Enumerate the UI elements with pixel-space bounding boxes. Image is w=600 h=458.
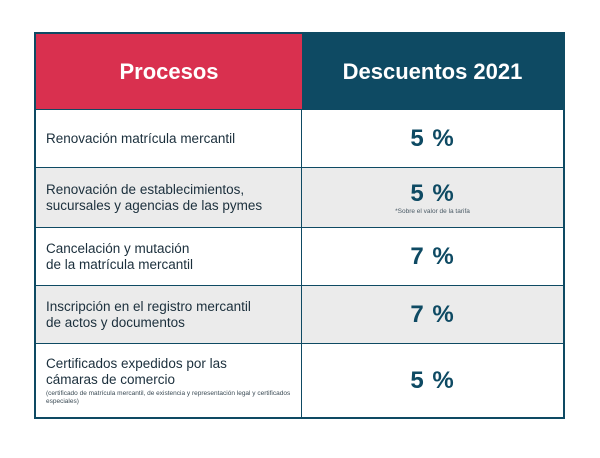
- process-text: sucursales y agencias de las pymes: [46, 197, 263, 213]
- process-cell: Renovación de establecimientos, sucursal…: [36, 167, 302, 227]
- discount-value: 5 %: [410, 179, 455, 207]
- discount-cell: 7 %: [302, 227, 563, 285]
- discount-value: 7 %: [410, 300, 455, 328]
- process-text: Cancelación y mutación: [46, 240, 190, 256]
- discount-value: 5 %: [410, 366, 455, 394]
- process-text: Certificados expedidos por las: [46, 355, 227, 371]
- process-text: Renovación matrícula mercantil: [46, 130, 236, 146]
- process-subtext: (certificado de matrícula mercantil, de …: [46, 389, 291, 405]
- process-text: de la matrícula mercantil: [46, 256, 194, 272]
- process-text: Renovación de establecimientos,: [46, 181, 245, 197]
- discount-cell: 5 % *Sobre el valor de la tarifa: [302, 167, 563, 227]
- header-procesos: Procesos: [36, 34, 302, 109]
- discounts-table: Procesos Descuentos 2021 Renovación matr…: [34, 32, 565, 419]
- process-text: Inscripción en el registro mercantil: [46, 298, 251, 314]
- process-cell: Inscripción en el registro mercantil de …: [36, 285, 302, 343]
- process-cell: Cancelación y mutación de la matrícula m…: [36, 227, 302, 285]
- discount-note: *Sobre el valor de la tarifa: [395, 207, 470, 215]
- process-cell: Certificados expedidos por las cámaras d…: [36, 343, 302, 417]
- process-text: cámaras de comercio: [46, 371, 176, 387]
- discount-cell: 5 %: [302, 109, 563, 167]
- process-cell: Renovación matrícula mercantil: [36, 109, 302, 167]
- discount-value: 7 %: [410, 242, 455, 270]
- header-descuentos: Descuentos 2021: [302, 34, 563, 109]
- discount-value: 5 %: [410, 124, 455, 152]
- process-text: de actos y documentos: [46, 314, 185, 330]
- discount-cell: 7 %: [302, 285, 563, 343]
- discount-cell: 5 %: [302, 343, 563, 417]
